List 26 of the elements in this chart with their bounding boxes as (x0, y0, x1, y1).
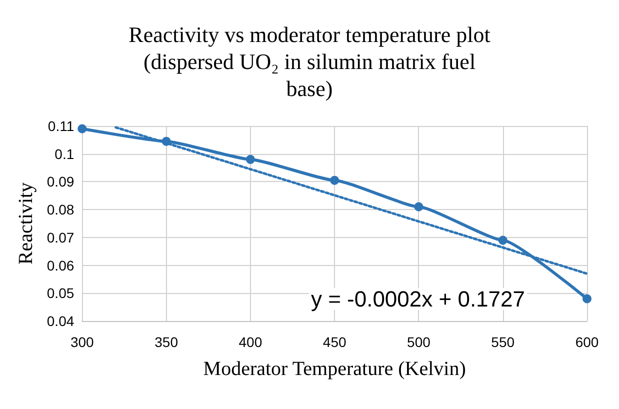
point (162, 136, 171, 146)
chart-title: Reactivity vs moderator temperature plot (dispersed UO₂ in silumin matrix fuel base) (128, 22, 490, 101)
point (330, 176, 340, 185)
x-tick-label: 600 (575, 334, 599, 350)
y-tick-label: 0.11 (48, 118, 74, 134)
point (414, 202, 424, 212)
y-tick-label: 0.07 (46, 229, 74, 246)
x-axis-title: Moderator Temperature (Kelvin) (203, 358, 466, 380)
y-tick-label: 0.08 (46, 202, 74, 218)
y-axis-title: Reactivity (15, 182, 37, 265)
point (582, 294, 592, 304)
x-tick-label: 450 (322, 334, 346, 350)
x-tick-label: 500 (407, 334, 431, 350)
point (246, 154, 255, 164)
x-tick-label: 400 (238, 334, 262, 350)
y-tick-label: 0.09 (46, 174, 74, 190)
y-tick-label: 0.04 (46, 313, 74, 329)
point (498, 236, 508, 245)
point (78, 124, 87, 134)
x-tick-label: 300 (70, 334, 94, 350)
y-tick-label: 0.06 (46, 257, 74, 274)
x-tick-label: 350 (154, 334, 178, 350)
annotation: y = -0.0002x + 0.1727 (310, 286, 526, 312)
y-tick-label: 0.1 (54, 146, 74, 162)
x-tick-label: 550 (491, 334, 515, 350)
y-tick-label: 0.05 (46, 285, 74, 302)
